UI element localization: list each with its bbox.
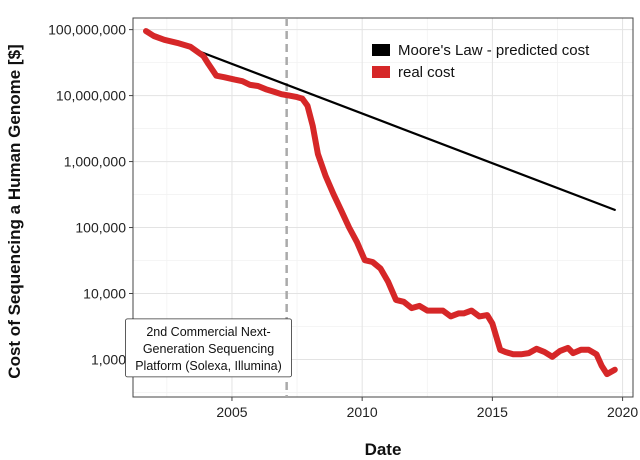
legend-label: Moore's Law - predicted cost: [398, 42, 590, 59]
legend-label: real cost: [398, 64, 456, 81]
plot-panel: [132, 17, 634, 398]
axes: 2005 2010 2015 2020 1,000 10,000 100,000 1,000,…: [48, 22, 638, 420]
annotation-text-line: 2nd Commercial Next-: [146, 325, 270, 339]
legend-item: Moore's Law - predicted cost: [372, 42, 590, 59]
y-tick-label: 1,000,000: [64, 154, 126, 170]
moores-law-line: [144, 30, 616, 211]
y-tick-label: 1,000: [91, 351, 126, 367]
y-tick-label: 10,000,000: [56, 88, 126, 104]
annotation-text-line: Platform (Solexa, Illumina): [135, 359, 282, 373]
x-axis-title: Date: [365, 440, 402, 459]
x-tick-label: 2015: [477, 404, 508, 420]
annotation-box: 2nd Commercial Next- Generation Sequencin…: [125, 318, 292, 378]
series-layer: [143, 28, 618, 378]
legend-item: real cost: [372, 64, 456, 81]
annotation-layer: 2nd Commercial Next- Generation Sequencin…: [125, 318, 292, 378]
y-axis-title: Cost of Sequencing a Human Genome [$]: [5, 44, 24, 378]
annotation-box-border: [125, 318, 292, 378]
annotation-text-line: Generation Sequencing: [143, 342, 274, 356]
plot-border: [132, 17, 634, 398]
legend: Moore's Law - predicted cost real cost: [372, 42, 590, 81]
real-cost-line: [143, 28, 618, 378]
x-tick-label: 2005: [216, 404, 247, 420]
x-tick-label: 2020: [607, 404, 638, 420]
x-tick-label: 2010: [347, 404, 378, 420]
y-tick-label: 100,000: [75, 220, 126, 236]
y-tick-label: 100,000,000: [48, 22, 126, 38]
legend-swatch: [372, 66, 390, 78]
y-tick-label: 10,000: [83, 286, 126, 302]
legend-swatch: [372, 44, 390, 56]
